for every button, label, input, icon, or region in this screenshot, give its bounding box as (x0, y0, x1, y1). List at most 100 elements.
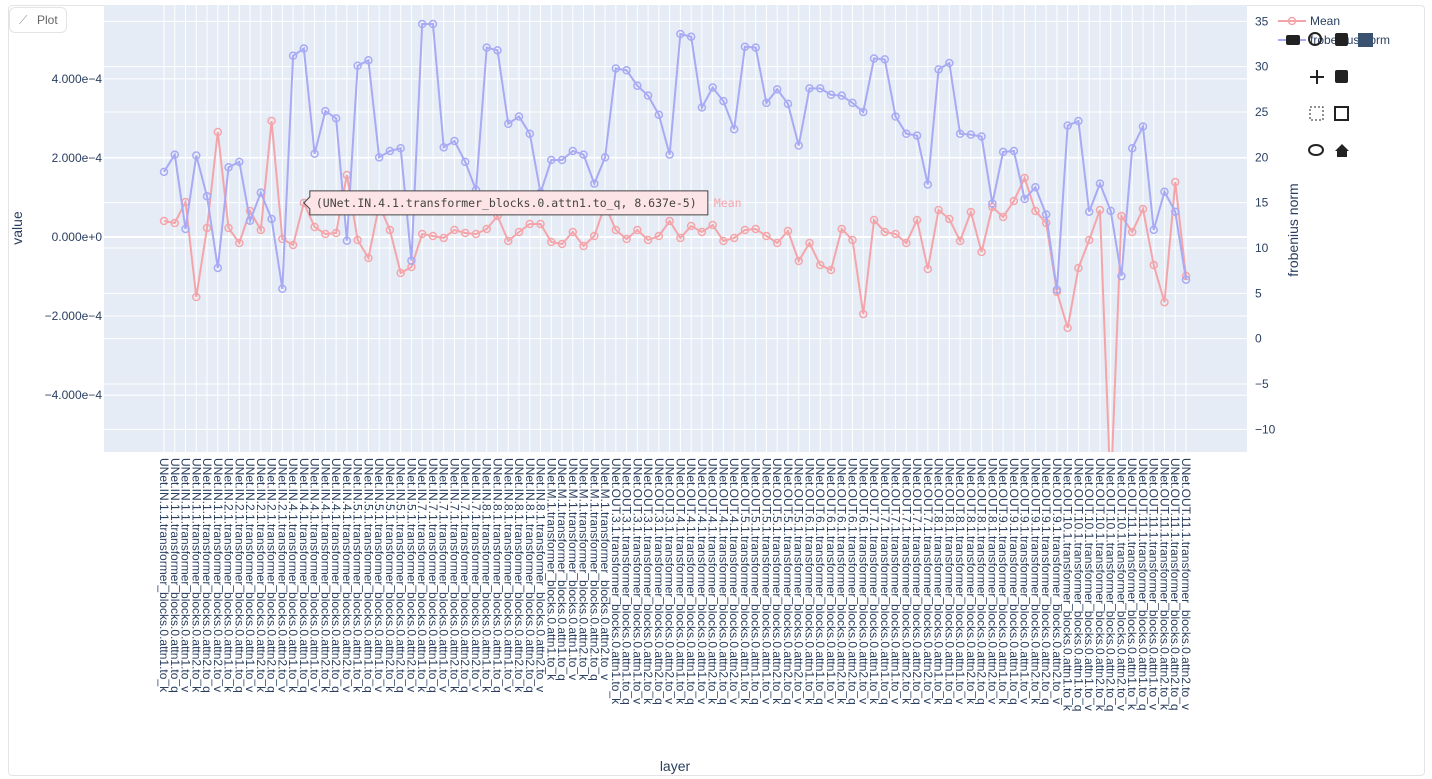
x-tick-label: UNet.OUT.8.1.transformer_blocks.0.attn2.… (964, 458, 978, 705)
series-marker (579, 150, 588, 159)
x-tick-label: UNet.OUT.8.1.transformer_blocks.0.attn2.… (985, 458, 999, 704)
home-icon[interactable] (1335, 144, 1349, 157)
x-tick-label: UNet.M.1.transformer_blocks.0.attn1.to_v (566, 458, 580, 680)
x-tick-label: UNet.IN.8.1.transformer_blocks.0.attn1.t… (501, 458, 515, 692)
series-marker (880, 227, 890, 237)
series-marker (224, 163, 233, 172)
x-tick-label: UNet.OUT.9.1.transformer_blocks.0.attn1.… (996, 458, 1010, 705)
series-marker (719, 236, 728, 246)
series-marker (611, 64, 621, 73)
series-marker (902, 129, 911, 139)
series-marker (934, 205, 943, 215)
series-marker (955, 129, 965, 139)
camera-icon[interactable] (1286, 35, 1300, 45)
series-marker (1020, 173, 1029, 183)
y2-tick-label: 25 (1255, 105, 1269, 119)
series-marker (633, 225, 642, 235)
series-marker (1170, 177, 1180, 187)
series-marker (826, 90, 836, 100)
legend-label: Mean (1310, 14, 1340, 28)
series-marker (192, 151, 201, 160)
series-marker (213, 127, 223, 137)
series-marker (310, 222, 319, 232)
series-marker (590, 231, 599, 241)
x-tick-label: UNet.IN.1.1.transformer_blocks.0.attn2.t… (200, 458, 214, 693)
x-tick-label: UNet.OUT.5.1.transformer_blocks.0.attn2.… (792, 458, 806, 704)
x-tick-label: UNet.OUT.3.1.transformer_blocks.0.attn2.… (641, 458, 655, 705)
series-marker (815, 84, 825, 93)
series-marker (1149, 260, 1158, 270)
x-tick-label: UNet.IN.4.1.transformer_blocks.0.attn2.t… (318, 458, 332, 693)
series-marker (966, 130, 976, 139)
lasso-icon[interactable] (1308, 144, 1324, 156)
series-marker (869, 54, 879, 63)
legend-label: frobenius norm (1310, 33, 1390, 47)
x-tick-label: UNet.OUT.9.1.transformer_blocks.0.attn1.… (1018, 458, 1032, 704)
x-tick-label: UNet.M.1.transformer_blocks.0.attn1.to_q (555, 458, 569, 681)
series-marker (1041, 210, 1051, 219)
series-marker (751, 224, 760, 234)
series-marker (278, 284, 287, 294)
series-marker (235, 238, 244, 248)
x-tick-label: UNet.IN.4.1.transformer_blocks.0.attn2.t… (329, 458, 343, 693)
x-tick-label: UNet.IN.8.1.transformer_blocks.0.attn2.t… (512, 458, 526, 693)
x-tick-label: UNet.OUT.5.1.transformer_blocks.0.attn2.… (770, 458, 784, 705)
y2-axis-title: frobenius norm (1285, 183, 1301, 276)
zoom-out-icon[interactable] (1335, 70, 1348, 83)
series-marker (170, 218, 180, 228)
y2-tick-label: 30 (1255, 60, 1269, 74)
hover-box (303, 190, 709, 216)
series-marker (1074, 263, 1083, 273)
series-marker (482, 224, 491, 234)
y2-tick-label: 35 (1255, 14, 1269, 28)
series-marker (170, 150, 180, 159)
series-marker (998, 212, 1008, 222)
series-marker (1095, 179, 1105, 188)
autoscale-icon[interactable] (1334, 106, 1349, 121)
x-tick-label: UNet.OUT.10.1.transformer_blocks.0.attn1… (1071, 458, 1085, 711)
series-marker (547, 155, 556, 165)
select-icon[interactable] (1309, 106, 1324, 121)
series-marker (848, 235, 857, 245)
x-tick-label: UNet.IN.1.1.transformer_blocks.0.attn1.t… (179, 458, 193, 692)
series-marker (245, 216, 255, 226)
series-marker (364, 56, 373, 65)
series-marker (256, 188, 266, 197)
series-marker (460, 228, 470, 238)
x-tick-label: UNet.M.1.transformer_blocks.0.attn2.to_q (587, 458, 601, 681)
bar-icon[interactable] (1358, 33, 1373, 47)
zoom-icon[interactable] (1308, 32, 1322, 46)
series-marker (719, 96, 728, 106)
series-marker (299, 44, 309, 53)
series-marker (1009, 196, 1019, 206)
x-tick-label: UNet.IN.8.1.transformer_blocks.0.attn2.t… (534, 458, 548, 692)
tab[interactable]: ⟋ Plot (9, 7, 67, 33)
x-tick-label: UNet.OUT.11.1.transformer_blocks.0.attn1… (1136, 458, 1150, 711)
series-marker (708, 220, 717, 230)
series-marker (557, 239, 567, 249)
series-marker (159, 167, 169, 177)
pan-icon[interactable] (1310, 70, 1324, 84)
zoom-in-icon[interactable] (1335, 33, 1348, 46)
y2-tick-label: 0 (1255, 332, 1262, 346)
x-tick-label: UNet.OUT.11.1.transformer_blocks.0.attn2… (1157, 458, 1171, 711)
x-tick-label: UNet.IN.7.1.transformer_blocks.0.attn1.t… (437, 458, 451, 692)
y2-tick-label: −10 (1255, 422, 1276, 436)
series-marker (439, 233, 448, 243)
series-marker (977, 247, 986, 257)
x-tick-label: UNet.OUT.3.1.transformer_blocks.0.attn1.… (620, 458, 634, 705)
series-marker (762, 231, 771, 241)
series-marker (321, 229, 330, 239)
x-tick-label: UNet.IN.7.1.transformer_blocks.0.attn2.t… (458, 458, 472, 693)
series-marker (740, 225, 750, 235)
y-tick-label: 4.000e−4 (52, 72, 103, 86)
series-marker (923, 180, 933, 189)
series-marker (450, 225, 459, 235)
x-tick-label: UNet.OUT.10.1.transformer_blocks.0.attn1… (1061, 458, 1075, 712)
tab-icon: ⟋ (19, 13, 28, 27)
series-marker (321, 106, 330, 116)
y2-tick-label: 10 (1255, 241, 1269, 255)
x-tick-label: UNet.OUT.5.1.transformer_blocks.0.attn1.… (759, 458, 773, 704)
x-tick-label: UNet.OUT.4.1.transformer_blocks.0.attn1.… (673, 458, 687, 705)
series-marker (1160, 187, 1169, 197)
